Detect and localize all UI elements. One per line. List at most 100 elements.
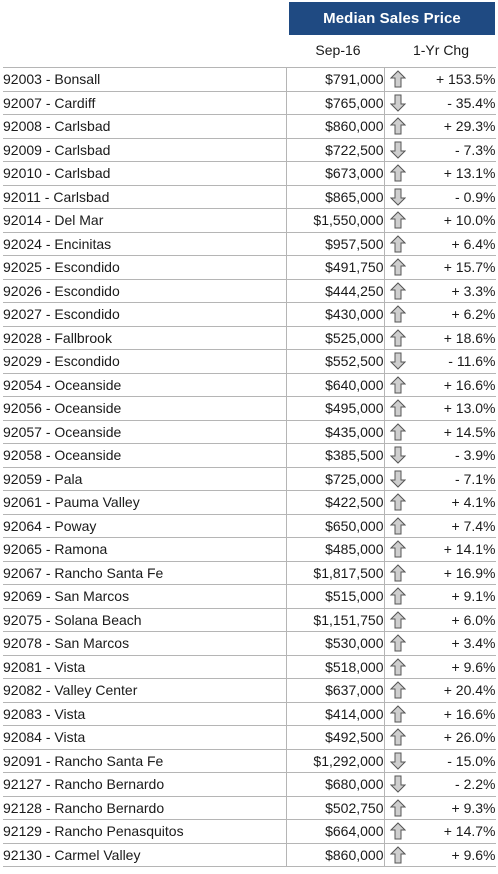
arrow-up-icon	[383, 255, 411, 280]
year-change: - 0.9%	[410, 184, 496, 209]
year-change: - 7.3%	[410, 137, 496, 162]
column-header-date: Sep-16	[315, 42, 361, 58]
year-change: + 26.0%	[410, 725, 496, 750]
median-price: $722,500	[285, 137, 384, 162]
table-row: 92061 - Pauma Valley $422,500 + 4.1%	[3, 490, 496, 515]
table-row: 92067 - Rancho Santa Fe $1,817,500 + 16.9%	[3, 560, 496, 585]
table-row: 92024 - Encinitas $957,500 + 6.4%	[3, 231, 496, 256]
table-row: 92056 - Oceanside $495,000 + 13.0%	[3, 396, 496, 421]
median-price: $725,000	[285, 466, 384, 491]
median-price: $640,000	[285, 372, 384, 397]
median-price: $422,500	[285, 490, 384, 515]
arrow-up-icon	[383, 795, 411, 820]
table-row: 92128 - Rancho Bernardo $502,750 + 9.3%	[3, 795, 496, 820]
median-price: $515,000	[285, 584, 384, 609]
area-label: 92069 - San Marcos	[3, 584, 286, 609]
year-change: + 6.4%	[410, 231, 496, 256]
table-row: 92059 - Pala $725,000 - 7.1%	[3, 466, 496, 491]
area-label: 92027 - Escondido	[3, 302, 286, 327]
area-label: 92082 - Valley Center	[3, 678, 286, 703]
year-change: + 9.6%	[410, 842, 496, 867]
arrow-up-icon	[383, 654, 411, 679]
area-label: 92083 - Vista	[3, 701, 286, 726]
area-label: 92130 - Carmel Valley	[3, 842, 286, 867]
table-row: 92029 - Escondido $552,500 - 11.6%	[3, 349, 496, 374]
table-row: 92127 - Rancho Bernardo $680,000 - 2.2%	[3, 772, 496, 797]
arrow-up-icon	[383, 513, 411, 538]
arrow-up-icon	[383, 631, 411, 656]
table-row: 92028 - Fallbrook $525,000 + 18.6%	[3, 325, 496, 350]
area-label: 92003 - Bonsall	[3, 67, 286, 92]
year-change: - 3.9%	[410, 443, 496, 468]
table-row: 92078 - San Marcos $530,000 + 3.4%	[3, 631, 496, 656]
table-row: 92009 - Carlsbad $722,500 - 7.3%	[3, 137, 496, 162]
area-label: 92008 - Carlsbad	[3, 114, 286, 139]
area-label: 92084 - Vista	[3, 725, 286, 750]
median-price: $518,000	[285, 654, 384, 679]
year-change: - 15.0%	[410, 748, 496, 773]
table-row: 92083 - Vista $414,000 + 16.6%	[3, 701, 496, 726]
year-change: - 7.1%	[410, 466, 496, 491]
year-change: + 153.5%	[410, 67, 496, 92]
arrow-up-icon	[383, 208, 411, 233]
area-label: 92075 - Solana Beach	[3, 607, 286, 632]
arrow-down-icon	[383, 137, 411, 162]
area-label: 92065 - Ramona	[3, 537, 286, 562]
year-change: + 3.4%	[410, 631, 496, 656]
median-price: $444,250	[285, 278, 384, 303]
year-change: + 10.0%	[410, 208, 496, 233]
arrow-up-icon	[383, 114, 411, 139]
year-change: - 2.2%	[410, 772, 496, 797]
table-row: 92069 - San Marcos $515,000 + 9.1%	[3, 584, 496, 609]
area-label: 92054 - Oceanside	[3, 372, 286, 397]
area-label: 92059 - Pala	[3, 466, 286, 491]
arrow-down-icon	[383, 748, 411, 773]
arrow-down-icon	[383, 349, 411, 374]
median-price: $1,550,000	[285, 208, 384, 233]
table-row: 92065 - Ramona $485,000 + 14.1%	[3, 537, 496, 562]
median-price: $525,000	[285, 325, 384, 350]
area-label: 92025 - Escondido	[3, 255, 286, 280]
arrow-up-icon	[383, 490, 411, 515]
median-price: $492,500	[285, 725, 384, 750]
median-price: $485,000	[285, 537, 384, 562]
median-price: $502,750	[285, 795, 384, 820]
year-change: + 13.1%	[410, 161, 496, 186]
area-label: 92026 - Escondido	[3, 278, 286, 303]
arrow-up-icon	[383, 396, 411, 421]
area-label: 92014 - Del Mar	[3, 208, 286, 233]
area-label: 92129 - Rancho Penasquitos	[3, 819, 286, 844]
table-row: 92091 - Rancho Santa Fe $1,292,000 - 15.0%	[3, 748, 496, 773]
arrow-up-icon	[383, 325, 411, 350]
table-row: 92129 - Rancho Penasquitos $664,000 + 14.7…	[3, 819, 496, 844]
arrow-down-icon	[383, 772, 411, 797]
median-price: $680,000	[285, 772, 384, 797]
area-label: 92064 - Poway	[3, 513, 286, 538]
arrow-down-icon	[383, 184, 411, 209]
table-row: 92084 - Vista $492,500 + 26.0%	[3, 725, 496, 750]
year-change: + 6.2%	[410, 302, 496, 327]
year-change: + 3.3%	[410, 278, 496, 303]
table-row: 92064 - Poway $650,000 + 7.4%	[3, 513, 496, 538]
arrow-up-icon	[383, 372, 411, 397]
median-price: $430,000	[285, 302, 384, 327]
table-row: 92130 - Carmel Valley $860,000 + 9.6%	[3, 842, 496, 867]
year-change: + 14.7%	[410, 819, 496, 844]
year-change: + 20.4%	[410, 678, 496, 703]
area-label: 92128 - Rancho Bernardo	[3, 795, 286, 820]
area-label: 92078 - San Marcos	[3, 631, 286, 656]
year-change: + 9.3%	[410, 795, 496, 820]
arrow-up-icon	[383, 842, 411, 867]
year-change: + 4.1%	[410, 490, 496, 515]
table-row: 92027 - Escondido $430,000 + 6.2%	[3, 302, 496, 327]
table-row: 92058 - Oceanside $385,500 - 3.9%	[3, 443, 496, 468]
median-price: $791,000	[285, 67, 384, 92]
table-row: 92007 - Cardiff $765,000 - 35.4%	[3, 90, 496, 115]
median-price: $1,292,000	[285, 748, 384, 773]
area-label: 92058 - Oceanside	[3, 443, 286, 468]
area-label: 92067 - Rancho Santa Fe	[3, 560, 286, 585]
arrow-up-icon	[383, 231, 411, 256]
year-change: + 13.0%	[410, 396, 496, 421]
year-change: + 16.6%	[410, 701, 496, 726]
